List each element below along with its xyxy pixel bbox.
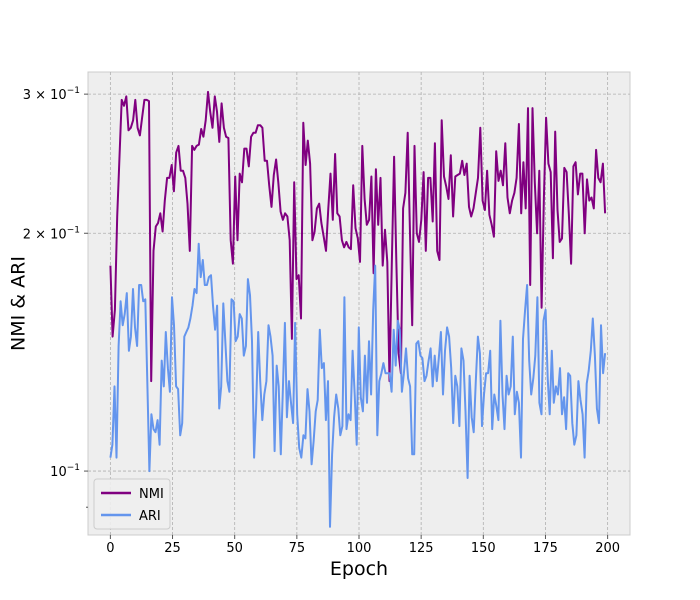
y-tick-base: 3 × 10 (23, 88, 67, 103)
series-layer (109, 90, 607, 528)
x-tick-label: 50 (226, 541, 243, 556)
x-tick-label: 200 (595, 541, 620, 556)
series-line-ari (109, 242, 607, 528)
grid (88, 72, 630, 535)
x-tick-label: 150 (471, 541, 496, 556)
x-axis-label: Epoch (330, 558, 388, 580)
legend-box (93, 478, 171, 530)
legend-label-nmi: NMI (139, 487, 164, 502)
x-tick-label: 175 (533, 541, 558, 556)
x-tick-label: 75 (289, 541, 306, 556)
x-tick-label: 0 (106, 541, 114, 556)
y-tick-label: 10−1 (50, 463, 80, 480)
x-axis: 0 25 50 75 100 125 150 175 200 (106, 535, 620, 556)
y-tick-base: 2 × 10 (23, 227, 67, 242)
y-axis-label: NMI & ARI (8, 256, 30, 351)
x-tick-label: 25 (164, 541, 181, 556)
y-axis: 10−12 × 10−13 × 10−1 (23, 86, 88, 508)
legend-label-ari: ARI (139, 509, 161, 524)
x-tick-label: 125 (409, 541, 434, 556)
y-tick-label: 2 × 10−1 (23, 225, 80, 242)
y-tick-label: 3 × 10−1 (23, 86, 80, 103)
series-line-nmi (109, 90, 607, 383)
x-tick-label: 100 (347, 541, 372, 556)
legend: NMI ARI (93, 478, 171, 530)
y-tick-exponent: −1 (67, 225, 80, 235)
y-tick-exponent: −1 (67, 86, 80, 96)
y-tick-base: 10 (50, 465, 67, 480)
y-tick-exponent: −1 (67, 463, 80, 473)
